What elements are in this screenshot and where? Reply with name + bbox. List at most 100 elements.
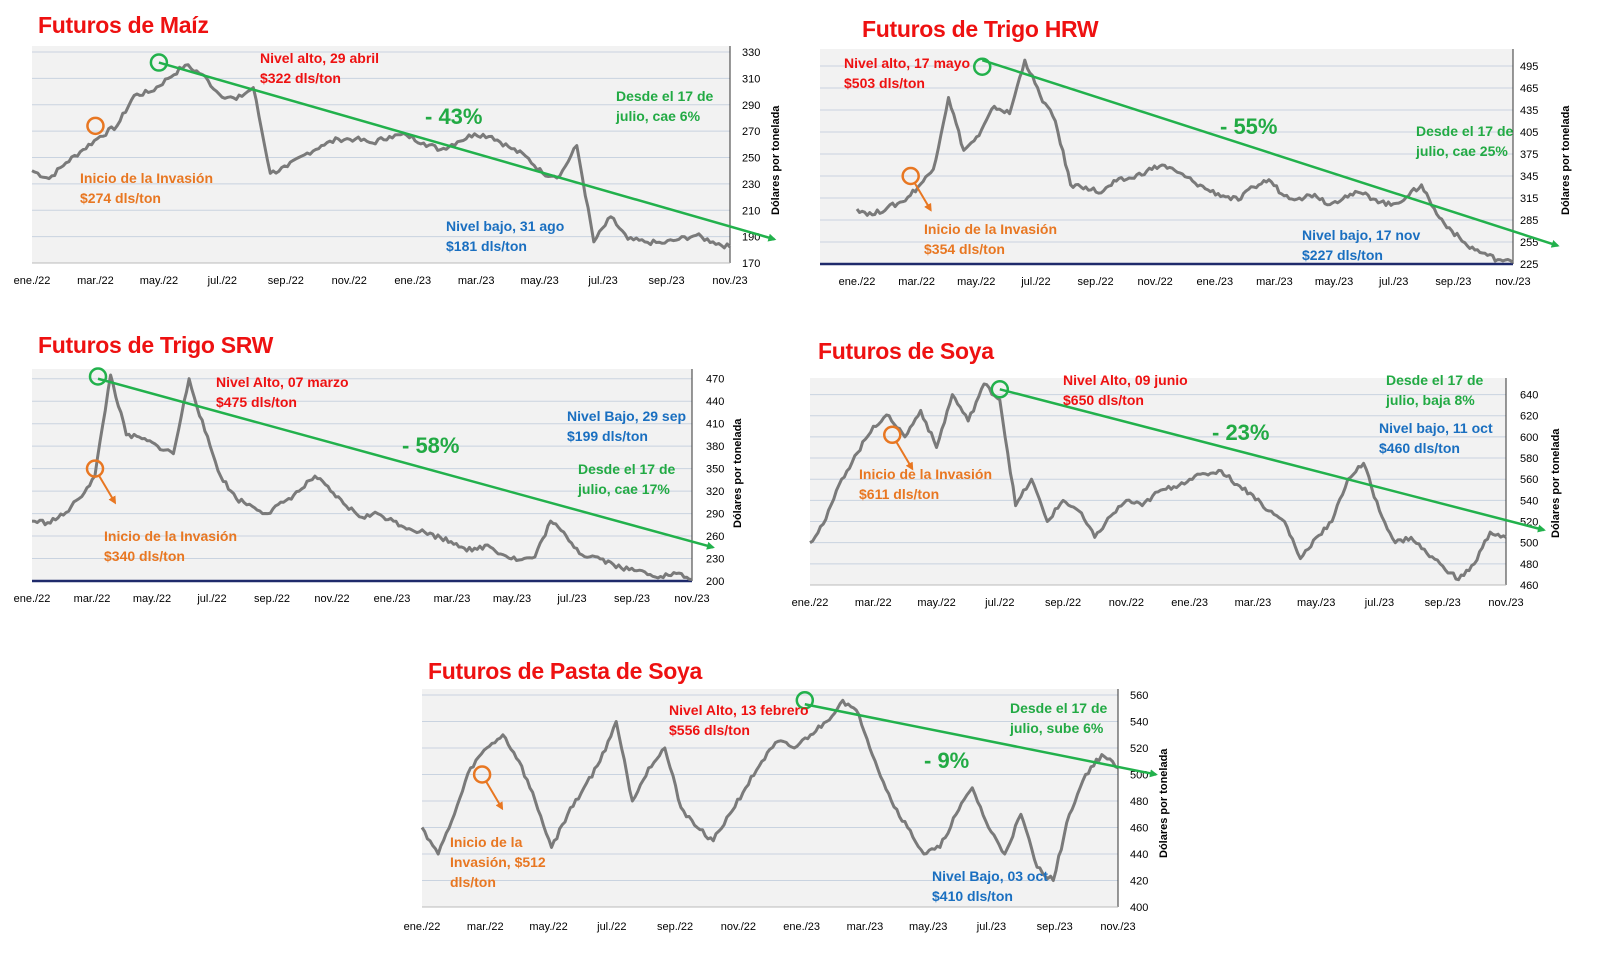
high-label: Nivel alto, 29 abril: [260, 50, 380, 66]
plot-area: [810, 378, 1506, 585]
since-line1: Desde el 17 de: [1010, 700, 1108, 716]
x-tick-label: jul./22: [207, 275, 237, 287]
y-axis-title: Dólares por tonelada: [1550, 428, 1562, 538]
high-marker: [795, 691, 815, 710]
low-annotation: Nivel bajo, 11 oct $460 dls/ton: [1379, 418, 1493, 458]
invasion-value: $354 dls/ton: [924, 241, 1005, 257]
since-annotation: Desde el 17 de julio, cae 25%: [1416, 121, 1513, 161]
x-tick-label: jul./22: [596, 921, 626, 933]
invasion-annotation: Inicio de la Invasión, $512 dls/ton: [450, 832, 560, 892]
invasion-pointer: [913, 182, 932, 212]
x-tick-label: ene./22: [14, 275, 51, 287]
invasion-value: $340 dls/ton: [104, 548, 185, 564]
y-tick-label: 230: [742, 179, 760, 191]
y-tick-label: 260: [706, 531, 724, 543]
low-annotation: Nivel bajo, 17 nov $227 dls/ton: [1302, 225, 1420, 265]
y-tick-label: 250: [742, 153, 760, 165]
series-line: [809, 382, 1507, 582]
low-label: Nivel bajo, 31 ago: [446, 218, 565, 234]
x-tick-label: nov./22: [1109, 597, 1144, 609]
high-marker: [88, 367, 108, 386]
high-value: $503 dls/ton: [844, 75, 925, 91]
y-tick-label: 410: [706, 419, 724, 431]
invasion-label: Inicio de la Invasión: [924, 221, 1058, 237]
low-label: Nivel Bajo, 03 oct: [932, 868, 1048, 884]
y-tick-label: 500: [1520, 538, 1538, 550]
x-tick-label: mar./22: [898, 276, 935, 288]
x-tick-label: ene./22: [839, 276, 876, 288]
x-tick-label: ene./23: [1196, 276, 1233, 288]
invasion-label: Inicio de la Invasión: [104, 528, 238, 544]
invasion-marker: [472, 765, 492, 784]
high-annotation: Nivel Alto, 07 marzo $475 dls/ton: [216, 372, 349, 412]
x-tick-label: sep./23: [648, 275, 684, 287]
chart-title: Futuros de Soya: [818, 338, 994, 364]
change-percent: - 43%: [425, 104, 483, 129]
low-value: $227 dls/ton: [1302, 247, 1383, 263]
x-tick-label: ene./23: [1171, 597, 1208, 609]
y-tick-label: 270: [742, 126, 760, 138]
x-tick-label: jul./23: [556, 593, 586, 605]
y-tick-label: 230: [706, 554, 724, 566]
change-percent: - 55%: [1220, 114, 1278, 139]
x-tick-label: mar./23: [458, 275, 495, 287]
y-tick-label: 170: [742, 258, 760, 270]
x-tick-label: sep./22: [1077, 276, 1113, 288]
high-annotation: Nivel alto, 29 abril $322 dls/ton: [260, 48, 379, 88]
invasion-marker: [901, 166, 920, 186]
high-value: $650 dls/ton: [1063, 392, 1144, 408]
chart-title: Futuros de Pasta de Soya: [428, 658, 702, 684]
since-line2: julio, cae 25%: [1416, 143, 1508, 159]
y-tick-label: 330: [742, 47, 760, 59]
invasion-annotation: Inicio de la Invasión $354 dls/ton: [924, 219, 1057, 259]
y-tick-label: 320: [706, 486, 724, 498]
x-tick-label: may./22: [133, 593, 171, 605]
low-annotation: Nivel Bajo, 29 sep $199 dls/ton: [567, 406, 686, 446]
invasion-annotation: Inicio de la Invasión $340 dls/ton: [104, 526, 237, 566]
invasion-marker: [86, 116, 105, 136]
low-label: Nivel bajo, 11 oct: [1379, 420, 1493, 436]
x-tick-label: sep./22: [268, 275, 304, 287]
y-tick-label: 460: [1130, 823, 1148, 835]
x-tick-label: ene./22: [792, 597, 829, 609]
trend-arrow: [97, 377, 715, 550]
y-tick-label: 560: [1130, 690, 1148, 702]
y-tick-label: 225: [1520, 259, 1538, 271]
y-tick-label: 440: [1130, 849, 1148, 861]
y-axis-title: Dólares por tonelada: [770, 105, 782, 215]
trend-arrow: [981, 58, 1560, 248]
since-line2: julio, cae 17%: [578, 481, 670, 497]
y-tick-label: 315: [1520, 193, 1538, 205]
y-tick-label: 420: [1130, 876, 1148, 888]
x-tick-label: sep./22: [657, 921, 693, 933]
high-marker: [149, 53, 169, 72]
x-tick-label: sep./22: [1045, 597, 1081, 609]
low-value: $181 dls/ton: [446, 238, 527, 254]
high-label: Nivel alto, 17 mayo: [844, 55, 971, 71]
chart-trigo-hrw-panel: Futuros de Trigo HRW 225 255 285 315 345 375 4…: [800, 0, 1600, 300]
high-marker: [972, 57, 992, 76]
x-tick-label: nov./22: [1138, 276, 1173, 288]
x-tick-label: jul./23: [976, 921, 1006, 933]
y-tick-label: 465: [1520, 83, 1538, 95]
x-tick-label: jul./23: [1378, 276, 1408, 288]
x-tick-label: mar./23: [1235, 597, 1272, 609]
low-annotation: Nivel bajo, 31 ago $181 dls/ton: [446, 216, 564, 256]
invasion-pointer: [485, 780, 504, 811]
x-tick-label: jul./23: [1364, 597, 1394, 609]
high-value: $322 dls/ton: [260, 70, 341, 86]
y-tick-label: 405: [1520, 127, 1538, 139]
since-annotation: Desde el 17 de julio, sube 6%: [1010, 698, 1107, 738]
y-tick-label: 400: [1130, 902, 1148, 914]
chart-title: Futuros de Maíz: [38, 12, 209, 38]
y-tick-label: 540: [1520, 495, 1538, 507]
x-tick-label: sep./23: [1425, 597, 1461, 609]
chart-title: Futuros de Trigo HRW: [862, 16, 1099, 42]
x-tick-label: ene./23: [394, 275, 431, 287]
since-line1: Desde el 17 de: [616, 88, 714, 104]
x-tick-label: may./22: [917, 597, 955, 609]
x-tick-label: mar./22: [467, 921, 504, 933]
invasion-pointer: [895, 441, 914, 471]
